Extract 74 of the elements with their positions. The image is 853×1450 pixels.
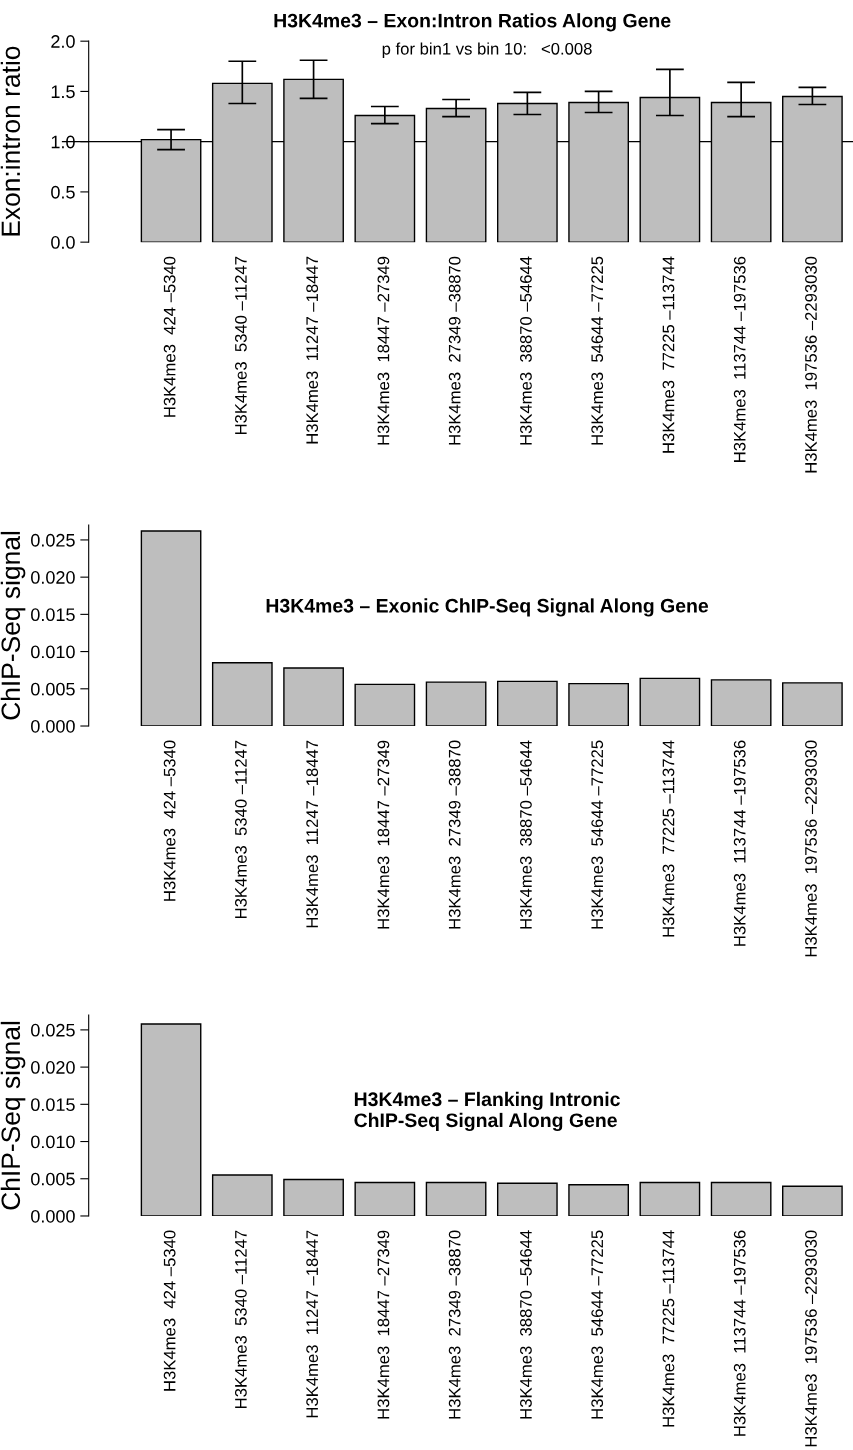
bar bbox=[354, 683, 416, 727]
y-tick-label: 1.0 bbox=[51, 135, 75, 149]
bar bbox=[782, 1185, 843, 1216]
y-tick-label: 0.005 bbox=[31, 682, 75, 696]
x-tick-label: H3K4me3 77225 –113744 bbox=[662, 1230, 675, 1427]
x-tick-label: H3K4me3 54644 –77225 bbox=[591, 256, 604, 445]
y-tick-label: 0.020 bbox=[31, 1061, 75, 1074]
y-tick-label: 0.015 bbox=[31, 608, 75, 622]
x-tick-label: H3K4me3 11247 –18447 bbox=[306, 256, 319, 444]
x-tick-label: H3K4me3 424 –5340 bbox=[163, 1230, 176, 1391]
chart-title: H3K4me3 – Exon:Intron Ratios Along Gene bbox=[274, 13, 671, 32]
y-tick-label: 0.0 bbox=[51, 236, 75, 249]
bar bbox=[283, 667, 344, 727]
x-tick-label: H3K4me3 77225 –113744 bbox=[662, 740, 675, 937]
annotation: p for bin1 vs bin 10: <0.008 bbox=[382, 42, 592, 58]
x-tick-label: H3K4me3 5340 –11247 bbox=[234, 1230, 247, 1408]
y-tick-label: 0.010 bbox=[31, 645, 75, 659]
x-tick-label: H3K4me3 54644 –77225 bbox=[591, 1230, 604, 1419]
x-tick-label: H3K4me3 197536 –2293030 bbox=[805, 740, 817, 957]
x-tick-label: H3K4me3 54644 –77225 bbox=[591, 740, 604, 929]
bar bbox=[211, 662, 273, 727]
x-tick-label: H3K4me3 27349 –38870 bbox=[448, 740, 461, 929]
y-axis-title: ChIP-Seq signal bbox=[0, 1021, 26, 1210]
bar bbox=[639, 1181, 701, 1216]
bar bbox=[782, 682, 843, 727]
x-tick-label: H3K4me3 197536 –2293030 bbox=[805, 1230, 817, 1447]
y-tick-label: 0.010 bbox=[31, 1135, 75, 1149]
x-tick-label: H3K4me3 424 –5340 bbox=[163, 256, 176, 417]
y-tick-label: 0.005 bbox=[31, 1172, 75, 1186]
y-tick-label: 0.5 bbox=[51, 185, 75, 199]
bar bbox=[639, 677, 701, 727]
x-tick-label: H3K4me3 27349 –38870 bbox=[448, 256, 461, 445]
y-tick-label: 1.5 bbox=[51, 85, 75, 99]
bar bbox=[710, 1181, 772, 1216]
bar bbox=[354, 1181, 416, 1216]
x-tick-label: H3K4me3 77225 –113744 bbox=[662, 256, 675, 453]
x-tick-label: H3K4me3 424 –5340 bbox=[163, 740, 176, 901]
x-tick-label: H3K4me3 11247 –18447 bbox=[306, 1230, 319, 1418]
y-axis-title: ChIP-Seq signal bbox=[0, 531, 26, 720]
x-tick-label: H3K4me3 18447 –27349 bbox=[377, 740, 390, 929]
y-tick-label: 0.015 bbox=[31, 1098, 75, 1112]
bar bbox=[710, 679, 772, 727]
x-tick-label: H3K4me3 5340 –11247 bbox=[234, 740, 247, 918]
x-tick-label: H3K4me3 5340 –11247 bbox=[234, 256, 247, 435]
bar bbox=[140, 1023, 202, 1216]
x-tick-label: H3K4me3 113744 –197536 bbox=[733, 740, 746, 946]
bar bbox=[568, 682, 629, 727]
text: H3K4me3 – Flanking Intronic ChIP-Seq Signal Along Gene bbox=[354, 1091, 620, 1132]
bar bbox=[211, 1174, 273, 1216]
x-tick-label: H3K4me3 11247 –18447 bbox=[306, 740, 319, 928]
x-tick-label: H3K4me3 197536 –2293030 bbox=[805, 256, 817, 473]
y-tick-label: 2.0 bbox=[51, 35, 75, 48]
x-tick-label: H3K4me3 18447 –27349 bbox=[377, 1230, 390, 1419]
bar bbox=[140, 530, 202, 727]
bar bbox=[425, 681, 487, 727]
x-tick-label: H3K4me3 38870 –54644 bbox=[520, 256, 532, 445]
y-tick-label: 0.000 bbox=[31, 1209, 75, 1223]
x-tick-label: H3K4me3 38870 –54644 bbox=[520, 740, 532, 929]
bar bbox=[568, 1184, 629, 1216]
x-tick-label: H3K4me3 27349 –38870 bbox=[448, 1230, 461, 1419]
x-tick-label: H3K4me3 38870 –54644 bbox=[520, 1230, 532, 1419]
bar bbox=[496, 680, 558, 727]
y-axis-title: Exon:intron ratio bbox=[0, 46, 21, 236]
y-tick-label: 0.025 bbox=[31, 533, 75, 547]
y-tick-label: 0.020 bbox=[31, 571, 75, 584]
bar bbox=[283, 1178, 344, 1216]
y-tick-label: 0.025 bbox=[31, 1023, 75, 1037]
bar bbox=[425, 1181, 487, 1216]
bar bbox=[496, 1182, 558, 1216]
text: H3K4me3 – Exonic ChIP-Seq Signal Along Gene bbox=[266, 598, 709, 617]
x-tick-label: H3K4me3 113744 –197536 bbox=[733, 256, 746, 462]
x-tick-label: H3K4me3 113744 –197536 bbox=[733, 1230, 746, 1436]
x-tick-label: H3K4me3 18447 –27349 bbox=[377, 256, 390, 445]
y-tick-label: 0.000 bbox=[31, 719, 75, 733]
